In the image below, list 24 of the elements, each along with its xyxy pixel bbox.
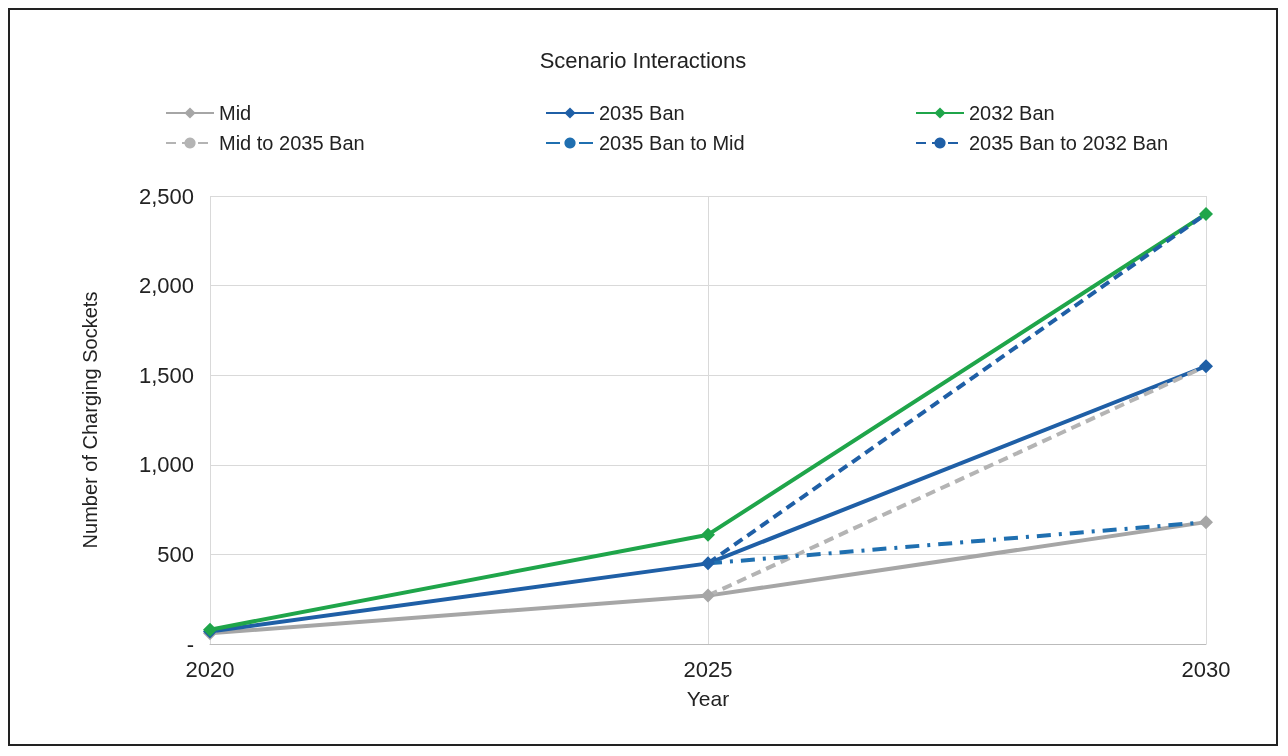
y-tick-label: - xyxy=(186,631,194,657)
legend-label: Mid to 2035 Ban xyxy=(219,132,365,154)
point xyxy=(701,556,715,571)
y-tick-label: 1,500 xyxy=(138,362,194,388)
legend-label: 2035 Ban xyxy=(599,102,685,124)
chart-title: Scenario Interactions xyxy=(539,47,747,73)
y-axis-title: Number of Charging Sockets xyxy=(79,291,101,549)
y-tick-label: 2,000 xyxy=(138,273,194,299)
y-tick-label: 2,500 xyxy=(138,183,194,209)
legend-label: Mid xyxy=(219,102,252,124)
y-tick-label: 500 xyxy=(157,541,194,567)
legend-label: 2032 Ban xyxy=(969,102,1055,124)
point xyxy=(1199,206,1213,221)
x-tick-label: 2020 xyxy=(185,656,235,682)
y-tick-label: 1,000 xyxy=(138,452,194,478)
point xyxy=(701,588,715,603)
point xyxy=(1199,515,1213,530)
x-tick-label: 2030 xyxy=(1181,656,1231,682)
point xyxy=(701,527,715,542)
x-tick-label: 2025 xyxy=(683,656,733,682)
x-axis-title: Year xyxy=(686,687,730,710)
legend-label: 2035 Ban to Mid xyxy=(599,132,745,154)
legend-label: 2035 Ban to 2032 Ban xyxy=(969,132,1169,154)
point xyxy=(1199,359,1213,374)
